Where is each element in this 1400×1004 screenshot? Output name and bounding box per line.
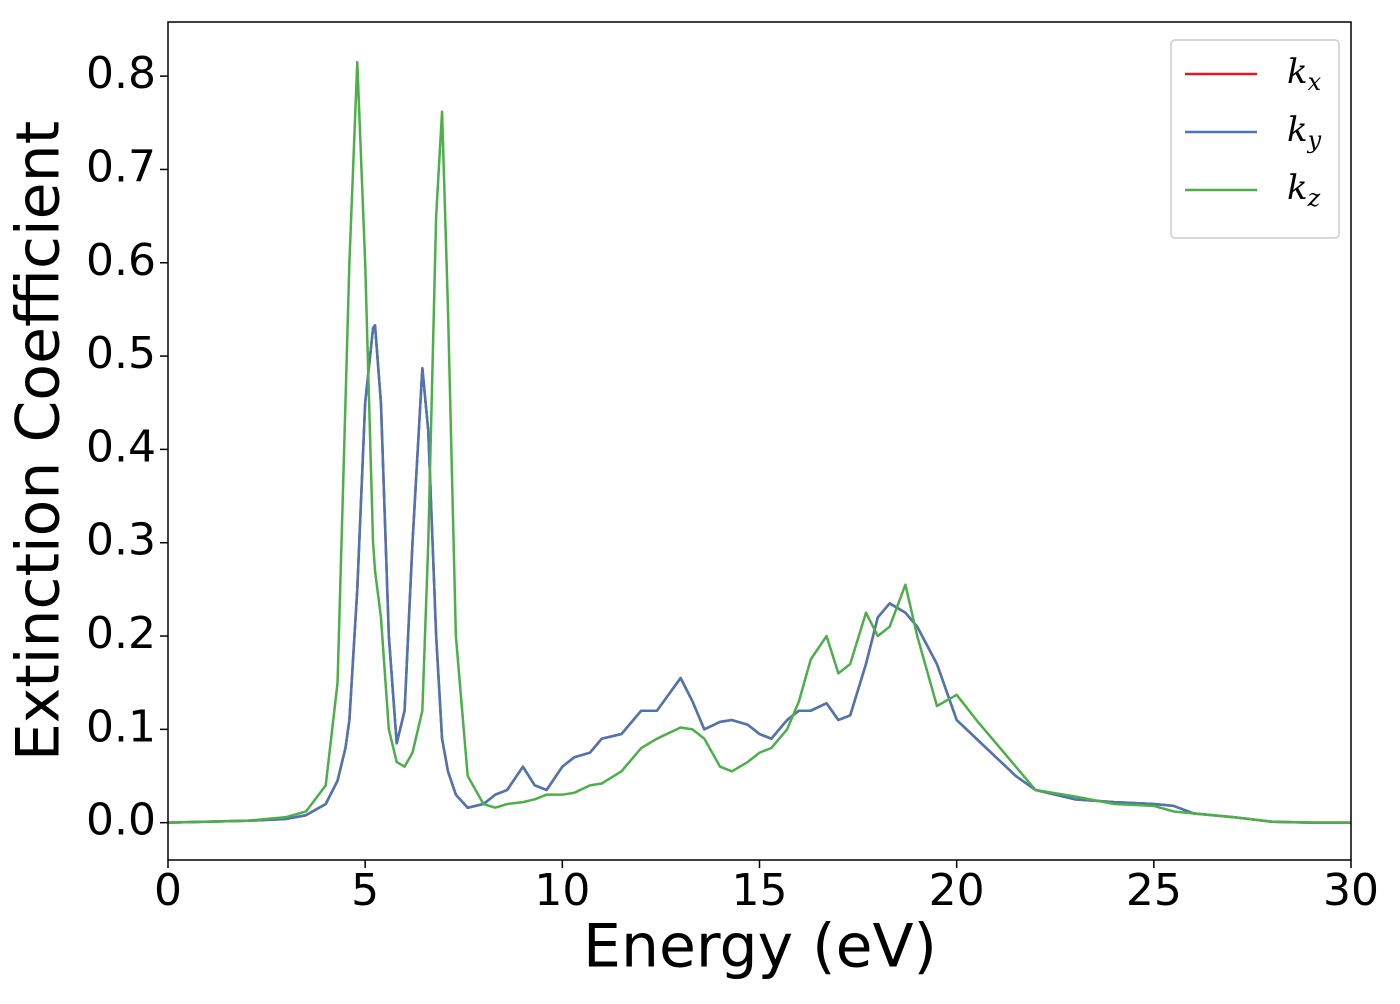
legend-label: kz: [1287, 168, 1321, 212]
data-line: [167, 60, 1351, 824]
y-tick-label: 0.7: [86, 141, 156, 192]
plot-frame: [167, 21, 1352, 861]
y-axis-label: Extinction Coefficient: [4, 121, 74, 761]
x-tick-label: 30: [1323, 865, 1379, 916]
y-tick-label: 0.8: [86, 48, 156, 99]
y-tick-label: 0.1: [86, 701, 156, 752]
legend: kx ky kz: [1170, 39, 1340, 239]
legend-label: kx: [1287, 52, 1322, 96]
x-tick-label: 15: [732, 865, 788, 916]
x-tick-label: 10: [534, 865, 590, 916]
y-tick-label: 0.3: [86, 515, 156, 566]
y-tick-label: 0.5: [86, 328, 156, 379]
x-tick-label: 25: [1126, 865, 1182, 916]
x-tick-label: 20: [929, 865, 985, 916]
y-tick-label: 0.4: [86, 421, 156, 472]
legend-label: ky: [1287, 110, 1322, 154]
data-line: [167, 324, 1351, 824]
y-tick-label: 0.0: [86, 795, 156, 846]
y-tick-label: 0.6: [86, 235, 156, 286]
x-tick-label: 0: [154, 865, 182, 916]
y-tick-label: 0.2: [86, 608, 156, 659]
legend-box: [1170, 39, 1340, 239]
x-tick-label: 5: [351, 865, 379, 916]
x-axis-label: Energy (eV): [583, 912, 937, 982]
